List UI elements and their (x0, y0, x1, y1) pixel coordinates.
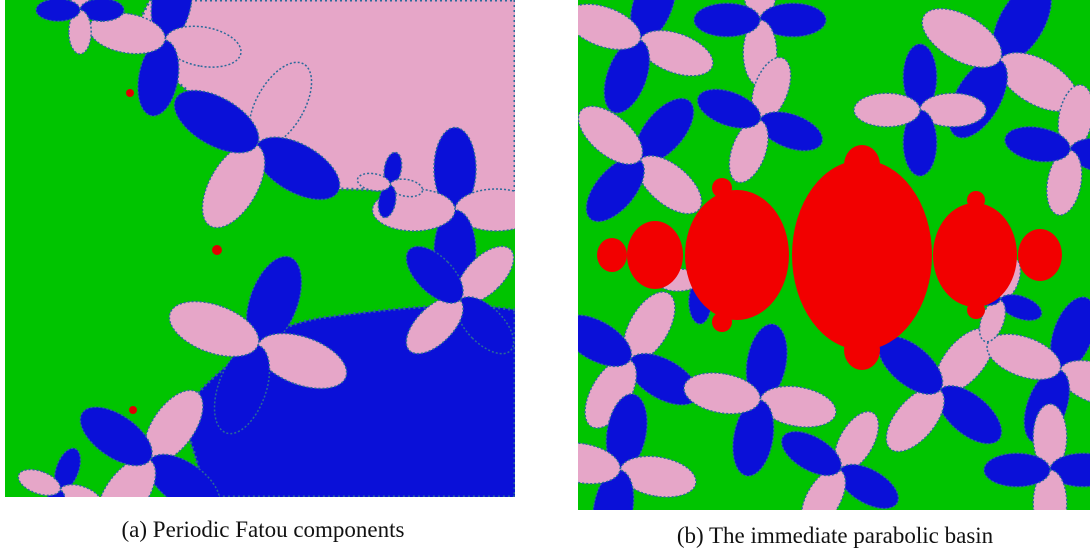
red-blob (597, 238, 627, 272)
caption: (b) The immediate parabolic basin (677, 523, 994, 548)
petal (36, 0, 80, 21)
petal (984, 453, 1050, 487)
red-dot (126, 89, 134, 97)
red-blob (627, 221, 683, 289)
red-blob (844, 145, 880, 185)
petal (694, 3, 760, 37)
red-blob (712, 312, 732, 332)
red-blob (844, 330, 880, 370)
red-dot (212, 245, 222, 255)
red-blob (1018, 229, 1062, 281)
red-blob (712, 178, 732, 198)
red-blob (967, 191, 985, 209)
red-blob (792, 160, 932, 350)
red-dot (129, 406, 137, 414)
red-blob (933, 203, 1017, 307)
panel-b-image (541, 0, 1092, 549)
petal (854, 93, 920, 127)
panel-a-image (5, 0, 538, 540)
red-blob (967, 301, 985, 319)
red-blob (685, 190, 789, 320)
figure: (a) Periodic Fatou components (b) The im… (0, 0, 1092, 560)
caption: (a) Periodic Fatou components (122, 517, 405, 542)
page: (a) Periodic Fatou components (b) The im… (0, 0, 1092, 560)
